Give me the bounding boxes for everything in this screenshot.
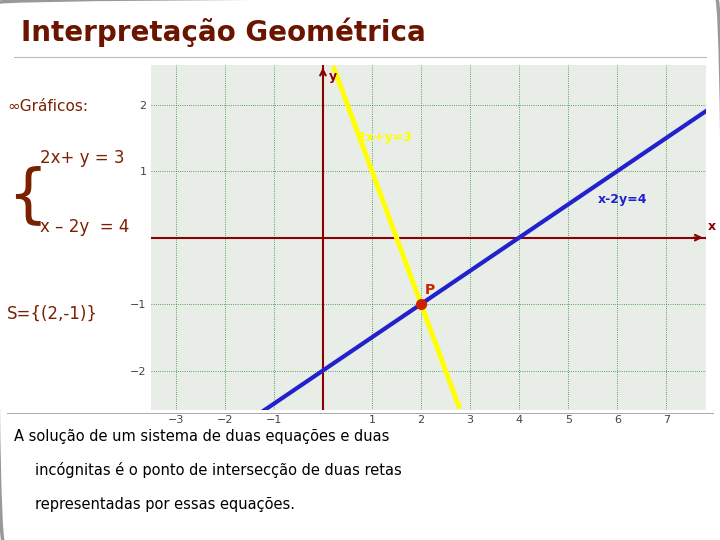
Text: {: { (7, 165, 48, 227)
Text: ∞Gráficos:: ∞Gráficos: (7, 99, 89, 114)
Text: Interpretação Geométrica: Interpretação Geométrica (22, 17, 426, 47)
Text: S={(2,-1)}: S={(2,-1)} (7, 305, 98, 322)
Text: y: y (329, 70, 337, 83)
Text: A solução de um sistema de duas equações e duas: A solução de um sistema de duas equações… (14, 429, 390, 444)
Text: incógnitas é o ponto de intersecção de duas retas: incógnitas é o ponto de intersecção de d… (35, 462, 402, 478)
Text: 2x+y=3: 2x+y=3 (357, 131, 412, 144)
Text: P: P (425, 283, 435, 297)
Text: x-2y=4: x-2y=4 (598, 193, 647, 206)
Text: 2x+ y = 3: 2x+ y = 3 (40, 149, 125, 167)
Text: x: x (708, 220, 716, 233)
Text: x – 2y  = 4: x – 2y = 4 (40, 218, 130, 236)
Text: representadas por essas equações.: representadas por essas equações. (35, 497, 295, 512)
